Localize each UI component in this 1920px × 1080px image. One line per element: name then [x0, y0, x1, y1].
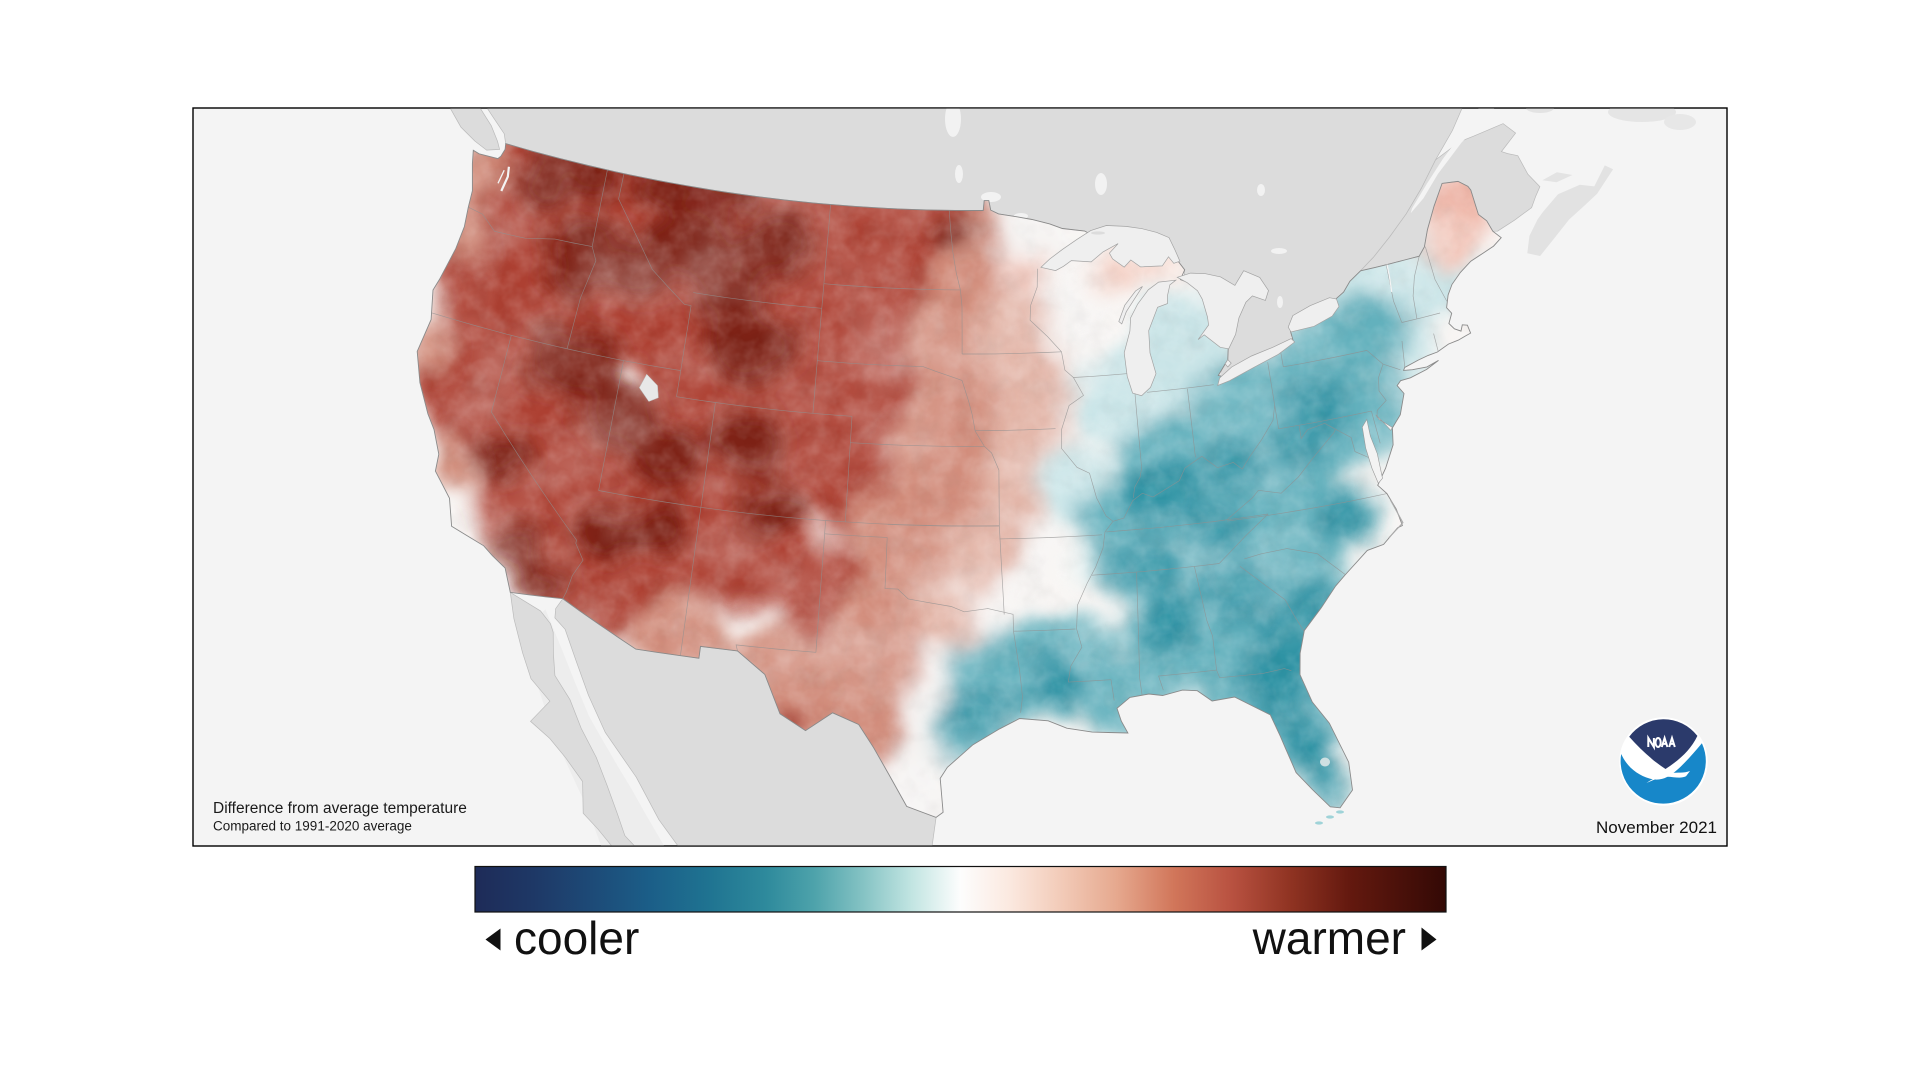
svg-text:cooler: cooler	[514, 912, 639, 964]
svg-text:warmer: warmer	[1252, 912, 1406, 964]
svg-text:Difference from average temper: Difference from average temperature	[213, 800, 467, 817]
svg-text:November 2021: November 2021	[1596, 818, 1717, 837]
svg-text:Compared to 1991-2020 average: Compared to 1991-2020 average	[213, 819, 412, 834]
